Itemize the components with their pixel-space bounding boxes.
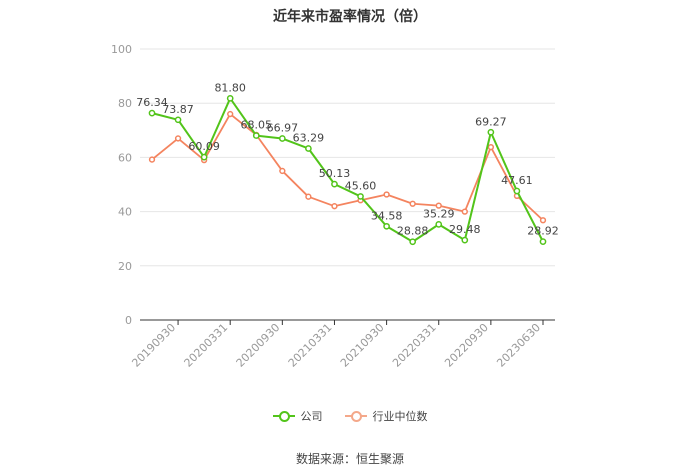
data-label-10: 28.88 (397, 225, 429, 238)
point-company-11 (435, 221, 443, 228)
point-industry-median-13 (487, 143, 495, 151)
point-industry-median-10 (409, 200, 416, 207)
y-tick-label-80: 80 (118, 97, 132, 110)
x-tick-label-2: 20200930 (234, 321, 283, 370)
x-tick-label-5: 20220331 (390, 321, 439, 370)
legend: 公司 行业中位数 (0, 408, 700, 424)
data-source: 数据来源：恒生聚源 (295, 452, 404, 466)
point-industry-median-7 (331, 203, 338, 210)
x-tick-label-4: 20210930 (338, 321, 387, 370)
legend-swatch-company (272, 411, 295, 422)
data-label-3: 81.80 (214, 81, 246, 94)
data-label-5: 66.97 (267, 122, 299, 135)
point-industry-median-15 (539, 217, 547, 224)
series-lines (148, 94, 547, 246)
point-industry-median-9 (383, 191, 390, 198)
x-tick-label-0: 20190930 (129, 321, 178, 370)
data-label-1: 73.87 (162, 103, 194, 116)
point-company-9 (383, 222, 390, 230)
y-tick-label-60: 60 (118, 151, 132, 164)
data-label-8: 45.60 (345, 179, 377, 192)
legend-label-company: 公司 (300, 410, 323, 423)
point-company-0 (148, 109, 156, 117)
point-industry-median-1 (174, 135, 182, 142)
point-company-4 (252, 132, 260, 139)
data-label-15: 28.92 (527, 225, 559, 238)
data-label-13: 69.27 (475, 115, 507, 128)
chart-title: 近年来市盈率情况（倍） (273, 9, 427, 25)
point-company-5 (278, 135, 286, 142)
point-company-6 (305, 145, 312, 152)
data-label-12: 29.48 (449, 223, 481, 236)
point-industry-median-11 (435, 202, 442, 209)
data-label-11: 35.29 (423, 207, 455, 220)
y-tick-label-0: 0 (125, 314, 132, 327)
point-company-14 (513, 187, 521, 195)
x-tick-label-6: 20220930 (442, 321, 491, 370)
data-label-2: 60.09 (188, 140, 220, 153)
data-label-14: 47.61 (501, 174, 533, 187)
point-company-7 (331, 180, 338, 188)
y-tick-label-20: 20 (118, 260, 132, 273)
data-label-6: 63.29 (293, 131, 325, 144)
point-company-13 (487, 128, 495, 136)
x-tick-label-1: 20200331 (182, 321, 231, 370)
series-line-company (151, 97, 544, 243)
y-tick-label-100: 100 (111, 43, 132, 56)
point-industry-median-5 (279, 167, 286, 175)
legend-item-industry-median[interactable]: 行业中位数 (344, 408, 428, 424)
data-label-0: 76.34 (136, 96, 168, 109)
data-label-7: 50.13 (319, 167, 351, 180)
legend-label-industry-median: 行业中位数 (372, 410, 428, 423)
data-label-4: 68.05 (241, 119, 273, 132)
point-company-1 (174, 116, 182, 124)
point-company-15 (539, 238, 547, 245)
x-tick-label-7: 20230630 (494, 321, 543, 370)
point-company-10 (409, 238, 417, 246)
point-industry-median-6 (305, 193, 312, 200)
point-industry-median-12 (461, 208, 468, 215)
legend-item-company[interactable]: 公司 (272, 408, 323, 424)
point-company-12 (461, 236, 469, 244)
series-line-industry-median (151, 113, 544, 221)
point-company-2 (200, 153, 208, 161)
point-company-3 (226, 94, 234, 102)
point-industry-median-3 (227, 110, 234, 118)
legend-swatch-industry-median (344, 411, 367, 422)
point-industry-median-0 (148, 156, 156, 163)
y-tick-label-40: 40 (118, 206, 132, 219)
point-company-8 (357, 193, 364, 200)
data-label-9: 34.58 (371, 209, 403, 222)
x-tick-label-3: 20210331 (286, 321, 335, 370)
